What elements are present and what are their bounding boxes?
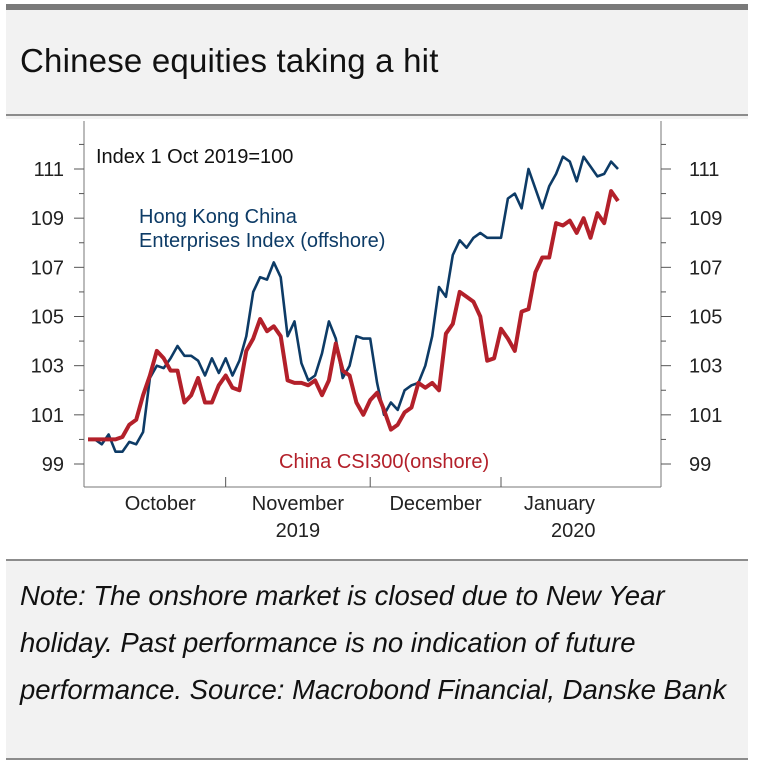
chart-card: Chinese equities taking a hit 99 99 101 101… (6, 4, 748, 760)
y-tick-label-left: 111 (34, 159, 64, 181)
x-month-label: December (389, 493, 482, 515)
y-tick-label-left: 101 (31, 405, 64, 427)
chart-title: Chinese equities taking a hit (20, 42, 439, 79)
x-month-label: October (125, 493, 196, 515)
y-tick-label-right: 109 (689, 208, 722, 230)
title-divider (6, 114, 748, 116)
hk-series-label-line1: Hong Kong China (139, 206, 298, 228)
hk-series-label-line2: Enterprises Index (offshore) (139, 230, 385, 252)
index-annotation: Index 1 Oct 2019=100 (96, 146, 293, 168)
note-text: Note: The onshore market is closed due t… (20, 580, 727, 705)
y-tick-label-left: 99 (42, 454, 64, 476)
y-tick-label-left: 107 (31, 257, 64, 279)
x-year-label: 2019 (276, 520, 321, 542)
y-tick-label-left: 105 (31, 307, 64, 329)
x-month-label: November (252, 493, 345, 515)
note-divider (6, 559, 748, 561)
y-tick-label-right: 111 (689, 159, 719, 181)
y-tick-label-right: 101 (689, 405, 722, 427)
hk-series-line (88, 155, 619, 453)
y-tick-label-left: 103 (31, 356, 64, 378)
bottom-rule (6, 758, 748, 760)
y-tick-label-right: 105 (689, 307, 722, 329)
line-chart: 99 99 101 101 103 103 105 105 107 107 109 109 111 111… (31, 121, 722, 542)
y-tick-label-right: 99 (689, 454, 711, 476)
x-month-label: January (524, 493, 595, 515)
y-tick-label-right: 103 (689, 356, 722, 378)
y-tick-label-left: 109 (31, 208, 64, 230)
top-rule (6, 4, 748, 10)
y-tick-label-right: 107 (689, 257, 722, 279)
csi-series-line (88, 189, 620, 442)
x-year-label: 2020 (551, 520, 596, 542)
chart-area: 99 99 101 101 103 103 105 105 107 107 109 109 111 111… (6, 119, 748, 561)
csi-series-label: China CSI300(onshore) (279, 451, 489, 473)
